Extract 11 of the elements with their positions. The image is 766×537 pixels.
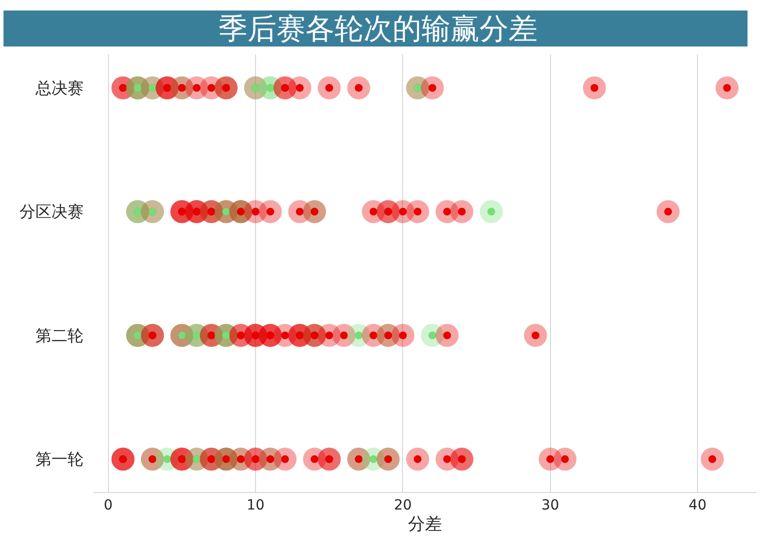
x-tick-label: 10 (246, 498, 264, 514)
y-tick-label: 第二轮 (36, 326, 84, 345)
y-tick-label: 第一轮 (36, 450, 84, 469)
x-tick-label: 20 (394, 498, 412, 514)
x-tick-label: 30 (541, 498, 560, 514)
x-tick-label: 40 (688, 498, 706, 514)
x-axis-title: 分差 (408, 514, 442, 534)
chart-title: 季后赛各轮次的输赢分差 (218, 12, 538, 46)
y-tick-label: 总决赛 (34, 78, 84, 98)
y-tick-label: 分区决赛 (20, 202, 84, 222)
x-tick-label: 0 (104, 498, 113, 514)
